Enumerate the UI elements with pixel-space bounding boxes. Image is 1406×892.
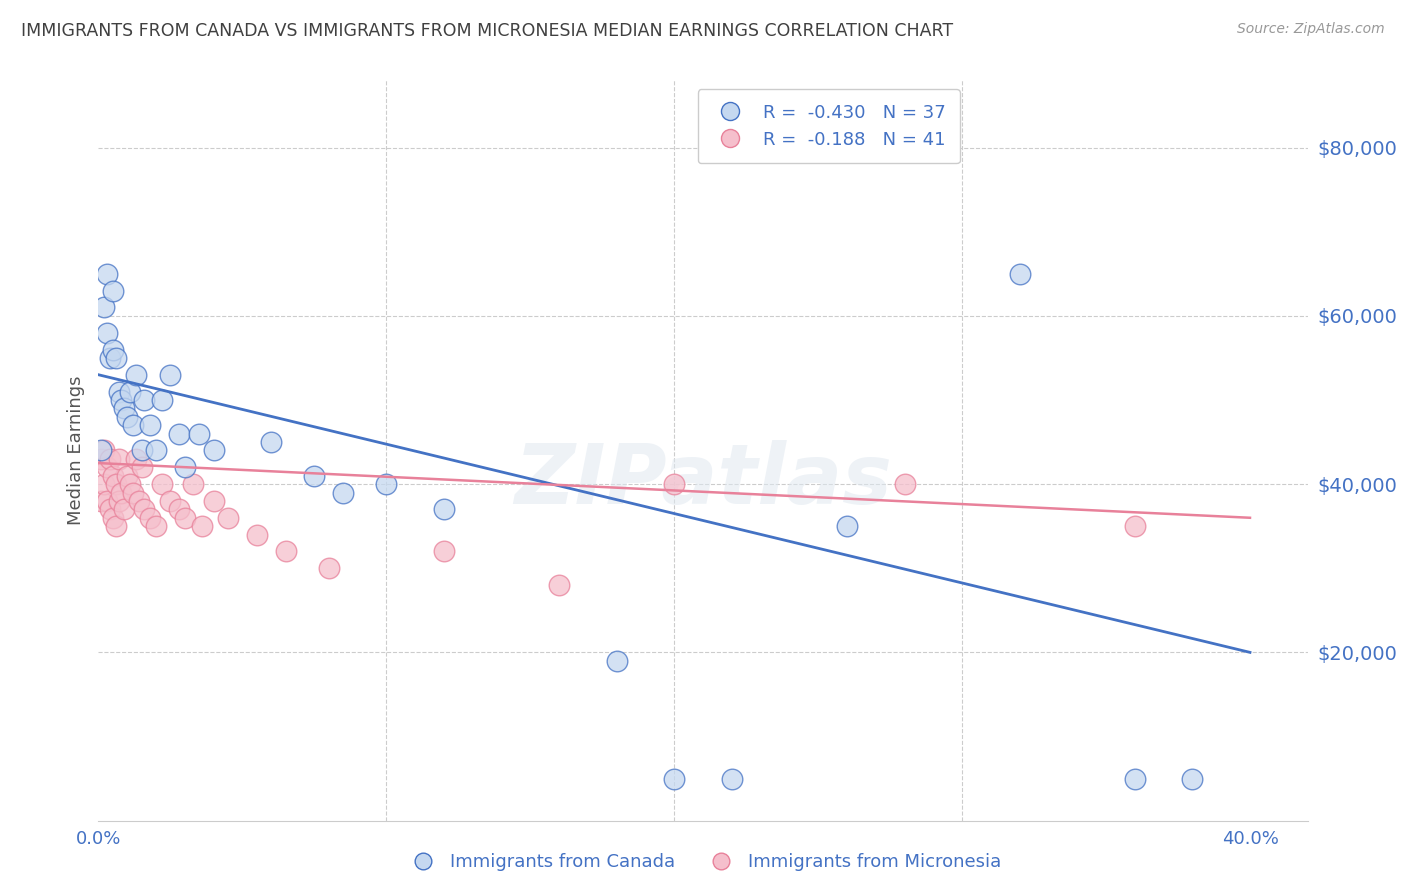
Legend: Immigrants from Canada, Immigrants from Micronesia: Immigrants from Canada, Immigrants from … bbox=[398, 847, 1008, 879]
Point bbox=[606, 654, 628, 668]
Point bbox=[150, 392, 173, 407]
Point bbox=[112, 502, 135, 516]
Point bbox=[188, 426, 211, 441]
Point bbox=[260, 435, 283, 450]
Point bbox=[332, 485, 354, 500]
Point bbox=[120, 477, 142, 491]
Point bbox=[1181, 772, 1204, 786]
Point bbox=[122, 418, 145, 433]
Point bbox=[167, 426, 190, 441]
Point bbox=[107, 494, 129, 508]
Point bbox=[139, 418, 162, 433]
Point bbox=[131, 460, 153, 475]
Point bbox=[98, 451, 121, 466]
Point bbox=[202, 443, 225, 458]
Point bbox=[1123, 772, 1146, 786]
Text: ZIPatlas: ZIPatlas bbox=[515, 440, 891, 521]
Point bbox=[720, 772, 742, 786]
Point bbox=[90, 443, 112, 458]
Point bbox=[107, 451, 129, 466]
Point bbox=[96, 267, 118, 281]
Point bbox=[107, 384, 129, 399]
Point bbox=[159, 368, 181, 382]
Point bbox=[96, 326, 118, 340]
Point bbox=[115, 409, 138, 424]
Point bbox=[122, 485, 145, 500]
Point bbox=[101, 343, 124, 357]
Point bbox=[128, 494, 150, 508]
Text: Source: ZipAtlas.com: Source: ZipAtlas.com bbox=[1237, 22, 1385, 37]
Point bbox=[125, 451, 148, 466]
Point bbox=[893, 477, 915, 491]
Point bbox=[150, 477, 173, 491]
Point bbox=[101, 510, 124, 524]
Point bbox=[110, 392, 132, 407]
Point bbox=[101, 284, 124, 298]
Point bbox=[98, 351, 121, 365]
Point bbox=[433, 544, 456, 558]
Point bbox=[104, 477, 127, 491]
Point bbox=[246, 527, 269, 541]
Point bbox=[98, 502, 121, 516]
Y-axis label: Median Earnings: Median Earnings bbox=[66, 376, 84, 525]
Point bbox=[183, 477, 205, 491]
Point bbox=[375, 477, 398, 491]
Point bbox=[217, 510, 239, 524]
Point bbox=[274, 544, 297, 558]
Point bbox=[548, 578, 571, 592]
Point bbox=[159, 494, 181, 508]
Point bbox=[173, 460, 195, 475]
Point bbox=[120, 384, 142, 399]
Point bbox=[167, 502, 190, 516]
Point bbox=[101, 468, 124, 483]
Point bbox=[1008, 267, 1031, 281]
Point bbox=[104, 519, 127, 533]
Point bbox=[134, 392, 156, 407]
Point bbox=[433, 502, 456, 516]
Point bbox=[93, 477, 115, 491]
Point bbox=[173, 510, 195, 524]
Point bbox=[110, 485, 132, 500]
Point bbox=[104, 351, 127, 365]
Point bbox=[145, 443, 167, 458]
Point bbox=[96, 460, 118, 475]
Point bbox=[318, 561, 340, 575]
Point bbox=[134, 502, 156, 516]
Point bbox=[145, 519, 167, 533]
Point bbox=[96, 494, 118, 508]
Point bbox=[304, 468, 326, 483]
Point bbox=[1123, 519, 1146, 533]
Point bbox=[93, 301, 115, 315]
Point bbox=[835, 519, 858, 533]
Text: IMMIGRANTS FROM CANADA VS IMMIGRANTS FROM MICRONESIA MEDIAN EARNINGS CORRELATION: IMMIGRANTS FROM CANADA VS IMMIGRANTS FRO… bbox=[21, 22, 953, 40]
Point bbox=[131, 443, 153, 458]
Point bbox=[664, 477, 686, 491]
Point bbox=[125, 368, 148, 382]
Point bbox=[112, 401, 135, 416]
Legend: R =  -0.430   N = 37, R =  -0.188   N = 41: R = -0.430 N = 37, R = -0.188 N = 41 bbox=[697, 89, 960, 163]
Point bbox=[191, 519, 214, 533]
Point bbox=[93, 443, 115, 458]
Point bbox=[90, 451, 112, 466]
Point bbox=[115, 468, 138, 483]
Point bbox=[139, 510, 162, 524]
Point bbox=[90, 494, 112, 508]
Point bbox=[664, 772, 686, 786]
Point bbox=[202, 494, 225, 508]
